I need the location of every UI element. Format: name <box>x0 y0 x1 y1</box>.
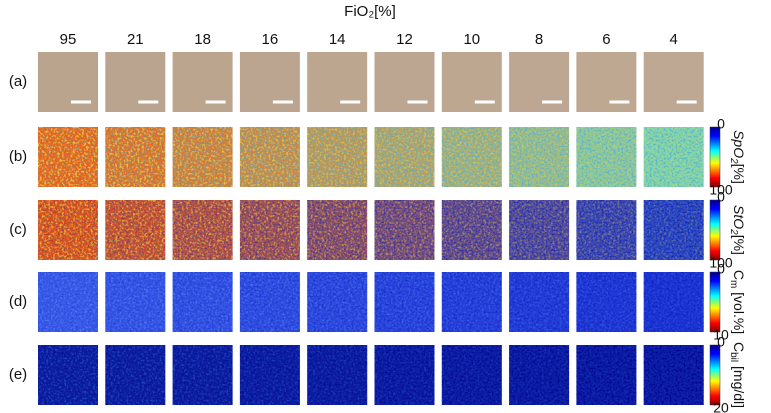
colorbar-max: 100 <box>709 182 733 198</box>
speckle <box>172 200 233 260</box>
row-label: (d) <box>9 293 27 310</box>
speckle <box>643 200 704 260</box>
colorbar-title: StO2[%] <box>728 205 747 255</box>
column-label: 8 <box>535 31 543 48</box>
column-label: 21 <box>127 31 144 48</box>
speckle <box>509 200 570 260</box>
colorbar-min: 0 <box>717 189 725 205</box>
speckle <box>239 345 300 405</box>
colorbar-title: Cm [vol.%] <box>728 270 747 334</box>
column-label: 16 <box>262 31 279 48</box>
speckle <box>643 272 704 332</box>
speckle <box>643 127 704 187</box>
speckle <box>38 345 98 405</box>
colorbar <box>709 126 721 188</box>
speckle <box>441 345 502 405</box>
speckle <box>441 127 502 187</box>
speckle <box>105 345 166 405</box>
column-label: 18 <box>194 31 211 48</box>
colorbar-max: 100 <box>709 255 733 271</box>
colorbar-min: 0 <box>717 334 725 350</box>
colorbar <box>709 199 721 261</box>
speckle <box>307 345 368 405</box>
column-label: 14 <box>329 31 346 48</box>
speckle <box>239 272 300 332</box>
speckle <box>105 272 166 332</box>
column-label: 12 <box>396 31 413 48</box>
speckle <box>307 200 368 260</box>
title-sub: m <box>728 280 739 288</box>
colorbar-title: SpO2[%] <box>728 130 747 184</box>
title-sub: 2 <box>728 228 739 235</box>
title-main: SpO <box>731 130 747 158</box>
colorbar-max: 20 <box>713 400 729 413</box>
speckle <box>374 127 435 187</box>
colorbar-max: 10 <box>713 327 729 343</box>
title-sub: 2 <box>728 157 739 164</box>
title-main: C <box>731 342 747 352</box>
speckle <box>38 127 98 187</box>
colorbar <box>709 271 721 333</box>
speckle <box>509 345 570 405</box>
colorbar-min: 0 <box>717 261 725 277</box>
title-rest: [mg/dl] <box>731 362 747 408</box>
title-sub: bil <box>728 352 739 362</box>
title-rest: [%] <box>731 164 747 184</box>
speckle <box>172 272 233 332</box>
title-rest: [vol.%] <box>731 288 747 334</box>
speckle <box>441 272 502 332</box>
row-label: (b) <box>9 148 27 165</box>
header-title: FiO₂[%] <box>344 3 396 20</box>
speckle <box>576 272 637 332</box>
colorbar-min: 0 <box>717 116 725 132</box>
column-label: 95 <box>60 31 77 48</box>
speckle <box>172 127 233 187</box>
colorbar <box>709 344 721 406</box>
speckle <box>307 127 368 187</box>
row-label: (c) <box>9 221 27 238</box>
speckle <box>509 127 570 187</box>
row-label: (e) <box>9 366 27 383</box>
title-main: StO <box>731 205 747 229</box>
speckle <box>576 200 637 260</box>
speckle <box>172 345 233 405</box>
speckle <box>643 345 704 405</box>
speckle <box>441 200 502 260</box>
colorbar-title: Cbil [mg/dl] <box>728 342 747 408</box>
column-label: 10 <box>463 31 480 48</box>
speckle <box>105 127 166 187</box>
speckle <box>307 272 368 332</box>
speckle <box>576 345 637 405</box>
speckle <box>576 127 637 187</box>
title-rest: [%] <box>731 235 747 255</box>
column-label: 6 <box>602 31 610 48</box>
speckle <box>38 272 98 332</box>
title-main: C <box>731 270 747 280</box>
column-label: 4 <box>670 31 678 48</box>
speckle <box>38 200 98 260</box>
speckle <box>374 200 435 260</box>
speckle <box>374 345 435 405</box>
speckle <box>239 127 300 187</box>
row-label: (a) <box>9 73 27 90</box>
speckle <box>239 200 300 260</box>
speckle <box>105 200 166 260</box>
speckle <box>374 272 435 332</box>
speckle <box>509 272 570 332</box>
